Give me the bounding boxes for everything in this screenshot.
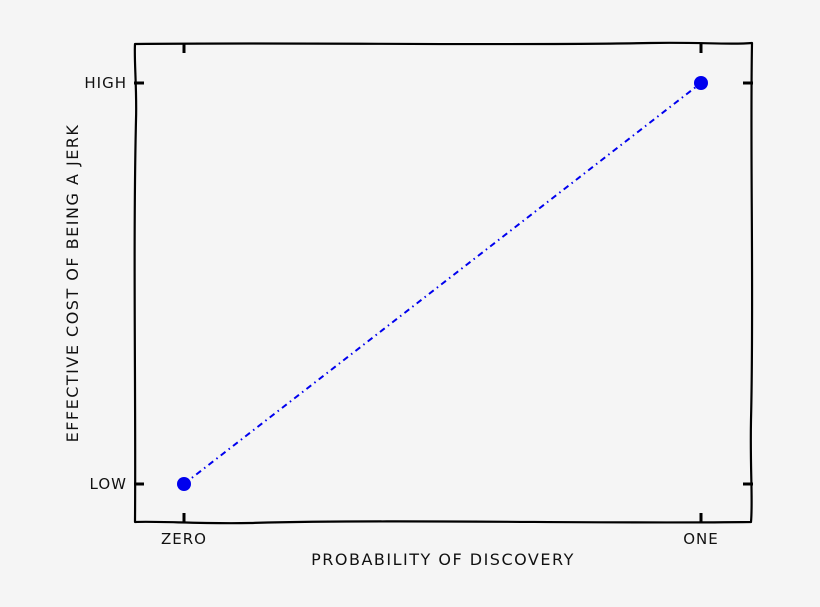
y-tick-label: HIGH: [84, 74, 127, 92]
y-axis-label: EFFECTIVE COST OF BEING A JERK: [63, 124, 82, 443]
series-line: [183, 82, 702, 485]
data-point: [694, 76, 708, 90]
y-tick-label: LOW: [90, 475, 127, 493]
x-tick-label: ONE: [683, 530, 719, 548]
x-tick-label: ZERO: [161, 530, 207, 548]
data-point: [177, 477, 191, 491]
x-axis-label: PROBABILITY OF DISCOVERY: [311, 550, 575, 569]
plot-frame: [133, 41, 754, 525]
